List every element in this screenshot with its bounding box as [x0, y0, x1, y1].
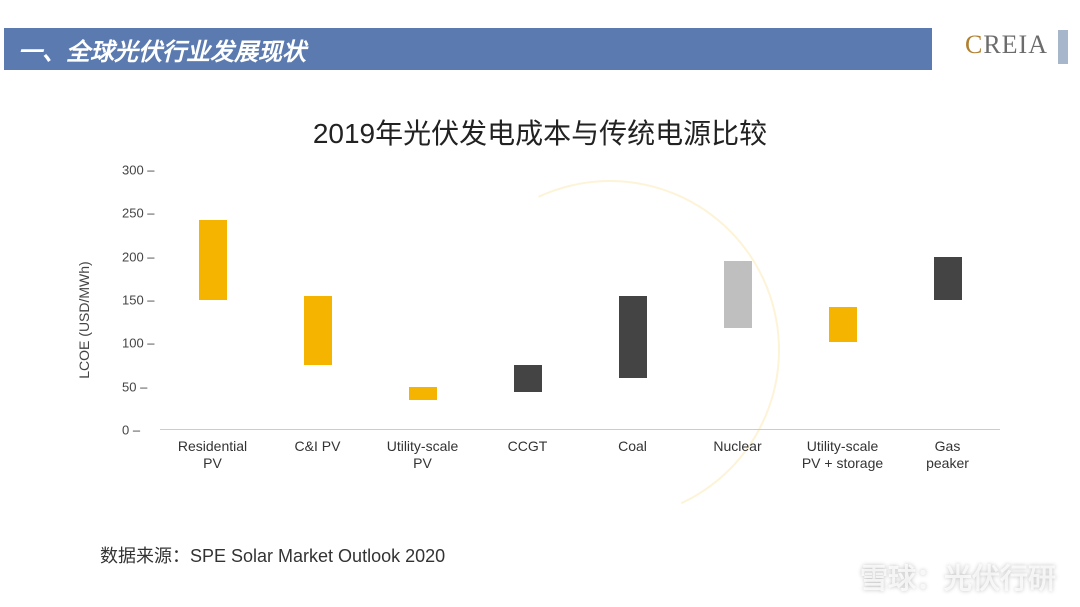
footer-watermark: 雪球：光伏行研: [816, 557, 1056, 597]
y-tick-label: 150 –: [122, 293, 155, 308]
data-source: 数据来源：SPE Solar Market Outlook 2020: [100, 542, 445, 568]
x-tick-label: Utility-scalePV: [373, 438, 473, 472]
y-tick-label: 250 –: [122, 206, 155, 221]
logo-text: CREIA: [965, 30, 1048, 60]
bar-c-i-pv: [304, 296, 332, 365]
chart-title: 2019年光伏发电成本与传统电源比较: [0, 112, 1080, 152]
source-text: SPE Solar Market Outlook 2020: [190, 546, 445, 566]
x-tick-label: Coal: [583, 438, 683, 455]
lcoe-chart: LCOE (USD/MWh) 0 –50 –100 –150 –200 –250…: [90, 160, 1010, 480]
plot-area: [160, 170, 1000, 430]
x-tick-label: C&I PV: [268, 438, 368, 455]
y-tick-label: 300 –: [122, 163, 155, 178]
logo-accent-bar: [1058, 30, 1068, 64]
y-tick-label: 100 –: [122, 336, 155, 351]
x-tick-label: ResidentialPV: [163, 438, 263, 472]
header: 一、全球光伏行业发展现状 CREIA: [0, 28, 1080, 70]
bar-coal: [619, 296, 647, 378]
header-bar: 一、全球光伏行业发展现状: [4, 28, 932, 70]
bar-ccgt: [514, 365, 542, 392]
bar-nuclear: [724, 261, 752, 328]
header-title: 一、全球光伏行业发展现状: [18, 32, 306, 67]
x-tick-label: Gaspeaker: [898, 438, 998, 472]
y-tick-label: 0 –: [122, 423, 140, 438]
xueqiu-icon: [816, 560, 850, 594]
x-tick-label: CCGT: [478, 438, 578, 455]
bar-utility-scale: [409, 387, 437, 400]
source-prefix: 数据来源：: [100, 546, 190, 566]
x-tick-label: Utility-scalePV + storage: [793, 438, 893, 472]
y-tick-label: 200 –: [122, 249, 155, 264]
bar-residential: [199, 220, 227, 300]
x-tick-label: Nuclear: [688, 438, 788, 455]
bar-gas: [934, 257, 962, 300]
watermark-text: 雪球：光伏行研: [860, 557, 1056, 597]
x-axis-line: [160, 429, 1000, 430]
y-tick-label: 50 –: [122, 379, 147, 394]
bar-utility-scale: [829, 307, 857, 342]
y-axis-label: LCOE (USD/MWh): [76, 261, 92, 378]
